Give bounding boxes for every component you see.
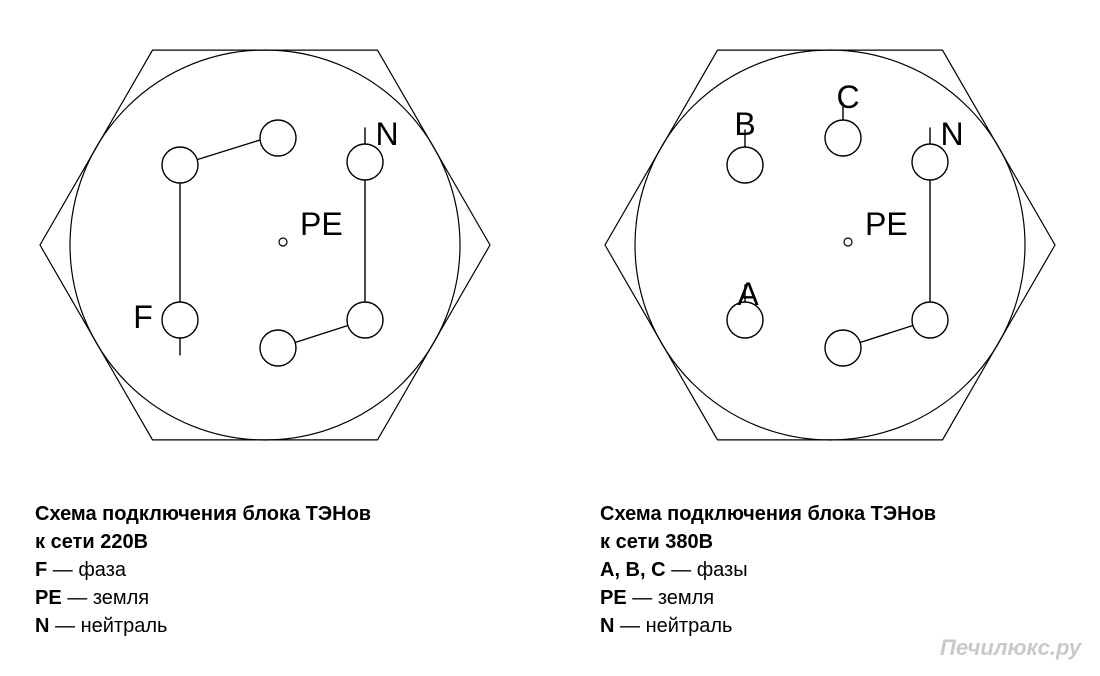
hexagon-frame <box>40 50 490 440</box>
svg-text:PE: PE <box>300 206 343 242</box>
terminal-labels: B C N A PE <box>734 79 963 312</box>
terminals <box>162 120 383 366</box>
svg-text:N: N <box>375 116 398 152</box>
legend-line-pe: PE — земля <box>600 584 936 612</box>
diagram-380v: B C N A PE <box>590 10 1070 480</box>
caption-220v: Схема подключения блока ТЭНов к сети 220… <box>35 500 371 640</box>
hexagon-frame <box>605 50 1055 440</box>
diagram-220v-svg: N F PE <box>25 10 505 480</box>
legend-line-f: F — фаза <box>35 556 371 584</box>
caption-380v: Схема подключения блока ТЭНов к сети 380… <box>600 500 936 640</box>
svg-text:B: B <box>734 106 755 142</box>
caption-title-line2: к сети 220В <box>35 528 371 556</box>
caption-title-line1: Схема подключения блока ТЭНов <box>600 500 936 528</box>
caption-title-line1: Схема подключения блока ТЭНов <box>35 500 371 528</box>
pe-dot <box>279 238 287 246</box>
svg-text:PE: PE <box>865 206 908 242</box>
svg-text:C: C <box>836 79 859 115</box>
diagram-380v-svg: B C N A PE <box>590 10 1070 480</box>
legend-line-n: N — нейтраль <box>600 612 936 640</box>
svg-text:A: A <box>737 276 759 312</box>
legend-line-abc: A, B, C — фазы <box>600 556 936 584</box>
watermark: Печилюкс.ру <box>940 635 1081 661</box>
pe-dot <box>844 238 852 246</box>
terminals <box>727 120 948 366</box>
legend-line-pe: PE — земля <box>35 584 371 612</box>
svg-text:F: F <box>133 299 153 335</box>
diagram-220v: N F PE <box>25 10 505 480</box>
legend-line-n: N — нейтраль <box>35 612 371 640</box>
svg-text:N: N <box>940 116 963 152</box>
caption-title-line2: к сети 380В <box>600 528 936 556</box>
